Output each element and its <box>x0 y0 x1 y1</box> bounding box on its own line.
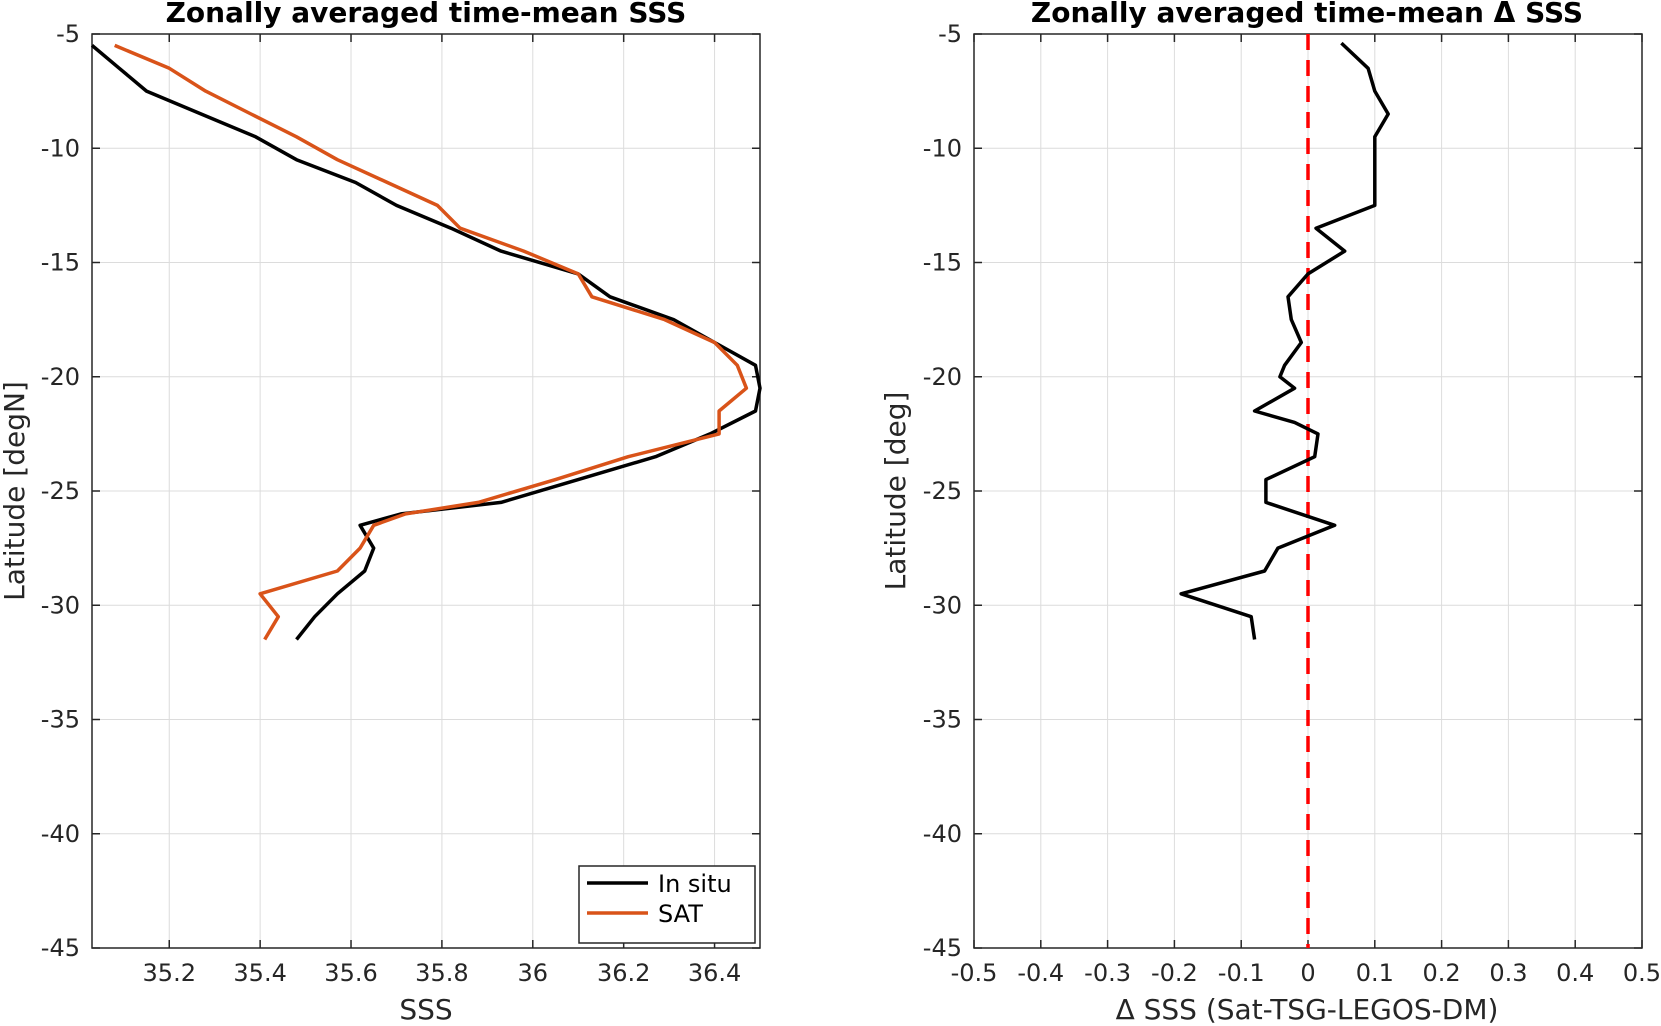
delta-sss-x-tick-label: 0.3 <box>1489 959 1527 987</box>
sss-line-sat <box>114 43 749 641</box>
sss-grid <box>92 33 760 949</box>
delta-sss-y-axis-label: Latitude [deg] <box>879 392 912 591</box>
delta-sss-x-tick-label: 0 <box>1300 959 1315 987</box>
sss-y-tick-label: -15 <box>41 249 80 277</box>
delta-sss-line-series-0 <box>1179 41 1390 640</box>
delta-sss-x-axis-label: Δ SSS (Sat-TSG-LEGOS-DM) <box>1116 993 1499 1026</box>
sss-x-tick-label: 35.8 <box>415 959 468 987</box>
sss-y-tick-label: -10 <box>41 134 80 162</box>
delta-sss-x-tick-label: -0.3 <box>1084 959 1131 987</box>
delta-sss-y-tick-label: -10 <box>923 134 962 162</box>
sss-y-tick-label: -35 <box>41 706 80 734</box>
sss-y-tick-label: -25 <box>41 477 80 505</box>
delta-sss-x-tick-label: -0.4 <box>1017 959 1064 987</box>
delta-sss-panel: -0.5 -0.4 -0.3 -0.2 -0.1 0 0.1 0.2 0.3 0.4 0.5 -5 -1… <box>879 0 1661 1026</box>
sss-x-tick-label: 35.6 <box>324 959 377 987</box>
delta-sss-x-tick-label: 0.1 <box>1356 959 1394 987</box>
sss-x-tick-label: 36.2 <box>597 959 650 987</box>
delta-sss-y-tick-label: -45 <box>923 934 962 962</box>
delta-sss-y-tick-label: -15 <box>923 249 962 277</box>
legend-label-sat: SAT <box>658 900 703 928</box>
legend: In situ SAT <box>578 865 756 944</box>
sss-y-tick-label: -40 <box>41 820 80 848</box>
sss-series <box>90 43 762 641</box>
sss-line-in-situ <box>90 44 762 641</box>
delta-sss-y-tick-label: -30 <box>923 591 962 619</box>
delta-sss-title: Zonally averaged time-mean Δ SSS <box>1031 0 1583 29</box>
sss-panel: 35.2 35.4 35.6 35.8 36 36.2 36.4 -5 -10 -15 -20 -25… <box>0 0 762 1026</box>
delta-sss-y-tick-label: -40 <box>923 820 962 848</box>
sss-y-tick-label: -45 <box>41 934 80 962</box>
delta-sss-x-tick-label: -0.1 <box>1218 959 1265 987</box>
sss-title: Zonally averaged time-mean SSS <box>166 0 687 29</box>
delta-sss-y-tick-label: -5 <box>938 20 962 48</box>
delta-sss-x-tick-label: 0.4 <box>1556 959 1594 987</box>
delta-sss-ticks: -0.5 -0.4 -0.3 -0.2 -0.1 0 0.1 0.2 0.3 0.4 0.5 -5 -1… <box>923 20 1661 987</box>
delta-sss-y-tick-label: -35 <box>923 706 962 734</box>
delta-sss-y-tick-label: -20 <box>923 363 962 391</box>
delta-sss-x-tick-label: -0.5 <box>951 959 998 987</box>
sss-x-tick-label: 36 <box>518 959 549 987</box>
delta-sss-y-tick-label: -25 <box>923 477 962 505</box>
sss-y-tick-label: -20 <box>41 363 80 391</box>
delta-sss-x-tick-label: 0.5 <box>1623 959 1661 987</box>
sss-y-tick-label: -30 <box>41 591 80 619</box>
legend-box <box>578 865 756 944</box>
sss-y-tick-label: -5 <box>56 20 80 48</box>
sss-y-axis-label: Latitude [degN] <box>0 381 31 601</box>
sss-x-axis-label: SSS <box>399 993 452 1026</box>
sss-x-tick-label: 36.4 <box>688 959 741 987</box>
sss-ticks: 35.2 35.4 35.6 35.8 36 36.2 36.4 -5 -10 -15 -20 -25… <box>41 20 760 987</box>
delta-sss-x-tick-label: 0.2 <box>1423 959 1461 987</box>
sss-x-tick-label: 35.2 <box>143 959 196 987</box>
sss-x-tick-label: 35.4 <box>233 959 286 987</box>
legend-label-in-situ: In situ <box>658 870 732 898</box>
delta-sss-series <box>1179 34 1390 948</box>
delta-sss-x-tick-label: -0.2 <box>1151 959 1198 987</box>
